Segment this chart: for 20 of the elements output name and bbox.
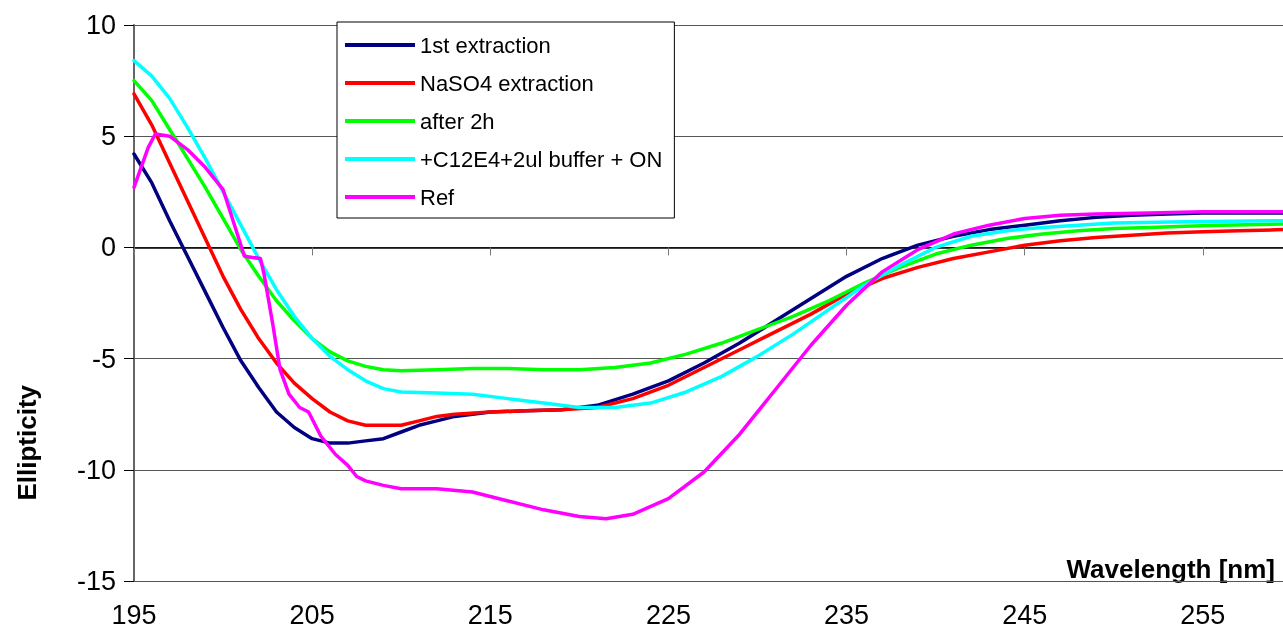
x-tick-label: 245	[1002, 599, 1048, 628]
x-tick-label: 215	[467, 599, 513, 628]
y-tick-label: -5	[91, 343, 116, 374]
legend-label: NaSO4 extraction	[420, 70, 594, 96]
x-tick-label: 205	[289, 599, 335, 628]
y-tick-label: 10	[85, 10, 116, 40]
x-tick-label: 225	[645, 599, 691, 628]
x-tick-label: 255	[1180, 599, 1226, 628]
y-tick-label: -15	[76, 566, 116, 596]
x-axis-title: Wavelength [nm]	[1066, 554, 1275, 584]
y-tick-label: -10	[76, 454, 116, 485]
legend-label: 1st extraction	[420, 32, 551, 58]
legend-label: after 2h	[420, 108, 495, 134]
y-tick-label: 0	[100, 232, 116, 263]
legend-label: +C12E4+2ul buffer + ON	[420, 146, 663, 172]
y-tick-label: 5	[100, 121, 116, 152]
x-tick-label: 195	[111, 599, 157, 628]
x-tick-label: 235	[824, 599, 870, 628]
y-axis-title: Ellipticity	[12, 384, 42, 501]
legend-label: Ref	[420, 184, 456, 210]
